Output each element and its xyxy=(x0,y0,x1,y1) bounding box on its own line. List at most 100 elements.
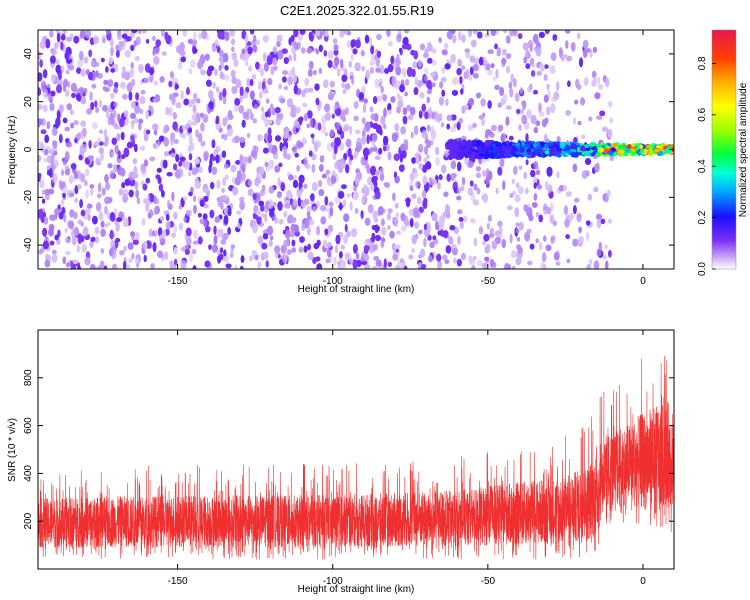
spectrogram-cell xyxy=(419,43,426,51)
spectrogram-cell xyxy=(66,262,70,268)
spectrogram-cell xyxy=(361,136,367,145)
spectrogram-cell xyxy=(293,74,297,83)
spectrogram-cell xyxy=(67,81,71,88)
spectrogram-cell xyxy=(490,63,495,69)
spectrogram-cell xyxy=(495,187,499,195)
spectrogram-cell xyxy=(352,48,358,55)
spectrogram-cell xyxy=(529,83,533,91)
spectrogram-cell xyxy=(230,248,234,254)
spectrogram-cell xyxy=(293,41,298,51)
spectrogram-cell xyxy=(457,31,462,41)
spectrogram-cell xyxy=(244,34,248,44)
spectrogram-cell xyxy=(365,69,371,80)
spectrogram-cell xyxy=(310,133,315,139)
spectrogram-cell xyxy=(495,68,499,79)
spectrogram-cell xyxy=(217,228,224,236)
spectrogram-cell xyxy=(58,133,63,144)
spectrogram-cell xyxy=(565,40,569,49)
spectrogram-cell xyxy=(339,202,343,211)
spectrogram-cell xyxy=(380,115,386,125)
spectrogram-cell xyxy=(184,248,190,255)
spectrogram-cell xyxy=(141,180,145,186)
spectrogram-cell xyxy=(368,243,375,254)
spectrogram-cell xyxy=(221,150,227,158)
spectrogram-cell xyxy=(51,253,58,263)
spectrogram-cell xyxy=(311,164,316,173)
spectrogram-cell xyxy=(409,185,414,192)
spectrogram-cell xyxy=(452,34,457,44)
spectrogram-cell xyxy=(148,104,152,111)
spectrogram-cell xyxy=(390,55,395,65)
spectrogram-cell xyxy=(239,196,245,203)
spectrogram-cell xyxy=(392,192,396,202)
spectrogram-cell xyxy=(426,154,431,159)
spectrogram-cell xyxy=(285,202,291,209)
spectrogram-cell xyxy=(318,189,325,197)
spectrogram-cell xyxy=(467,187,473,196)
spectrogram-cell xyxy=(383,146,387,152)
spectrogram-cell xyxy=(159,238,166,246)
spectrogram-cell xyxy=(248,65,253,72)
spectrogram-cell xyxy=(286,189,292,200)
spectrogram-cell xyxy=(525,133,529,143)
spectrogram-cell xyxy=(545,244,552,252)
spectrogram-cell xyxy=(117,166,123,176)
spectrogram-cell xyxy=(306,123,310,129)
spectrogram-cell xyxy=(242,156,248,162)
spectrogram-cell xyxy=(163,137,169,147)
spectrogram-cell xyxy=(208,244,212,251)
spectrogram-cell xyxy=(436,253,442,262)
spectrogram-cell xyxy=(363,245,370,251)
spectrogram-cell xyxy=(468,98,475,106)
spectrogram-cell xyxy=(90,264,96,269)
spectrogram-cell xyxy=(40,216,45,223)
spectrogram-cell xyxy=(542,264,547,269)
spectrogram-cell xyxy=(487,69,493,76)
spectrogram-cell xyxy=(101,187,106,196)
spectrogram-cell xyxy=(317,122,322,131)
spectrogram-cell xyxy=(278,83,282,90)
spectrogram-cell xyxy=(394,264,401,269)
spectrogram-cell xyxy=(464,156,469,165)
spectrogram-cell xyxy=(307,251,314,261)
spectrogram-cell xyxy=(170,263,177,269)
spectrogram-cell xyxy=(182,196,188,202)
spectrogram-cell xyxy=(105,182,111,191)
spectrogram-cell xyxy=(515,222,520,227)
spectrogram-cell xyxy=(379,129,383,136)
spectrogram-cell xyxy=(128,91,133,101)
spectrogram-cell xyxy=(512,78,517,88)
spectrogram-cell xyxy=(378,81,382,88)
spectrogram-cell xyxy=(415,155,420,165)
spectrogram-cell xyxy=(499,86,504,96)
spectrogram-cell xyxy=(484,33,491,38)
spectrogram-cell xyxy=(179,50,186,56)
spectrogram-cell xyxy=(437,182,441,190)
spectrogram-cell xyxy=(497,102,503,108)
spectrogram-cell xyxy=(214,216,221,223)
spectrogram-cell xyxy=(309,219,315,226)
spectrogram-cell xyxy=(178,204,182,210)
spectrogram-cell xyxy=(587,193,593,201)
spectrogram-cell xyxy=(535,46,542,57)
spectrogram-cell xyxy=(62,117,68,124)
spectrogram-cell xyxy=(577,32,581,39)
spectrogram-cell xyxy=(238,105,245,114)
spectrogram-cell xyxy=(380,240,385,248)
spectrogram-cell xyxy=(278,162,283,168)
spectrogram-cell xyxy=(80,173,86,183)
spectrogram-cell xyxy=(326,242,332,248)
spectrogram-cell xyxy=(340,58,344,68)
figure-title: C2E1.2025.322.01.55.R19 xyxy=(280,3,434,18)
spectrogram-cell xyxy=(102,37,106,44)
spectrogram-cell xyxy=(502,48,507,56)
spectrogram-cell xyxy=(369,37,373,46)
spectrogram-cell xyxy=(530,169,536,178)
spectrogram-cell xyxy=(192,97,197,105)
spectrogram-cell xyxy=(533,33,539,44)
spectrogram-cell xyxy=(318,180,323,188)
spectrogram-cell xyxy=(505,65,510,74)
spectrogram-cell xyxy=(104,223,109,228)
spectrogram-cell xyxy=(166,213,170,221)
spectrogram-cell xyxy=(370,183,375,191)
